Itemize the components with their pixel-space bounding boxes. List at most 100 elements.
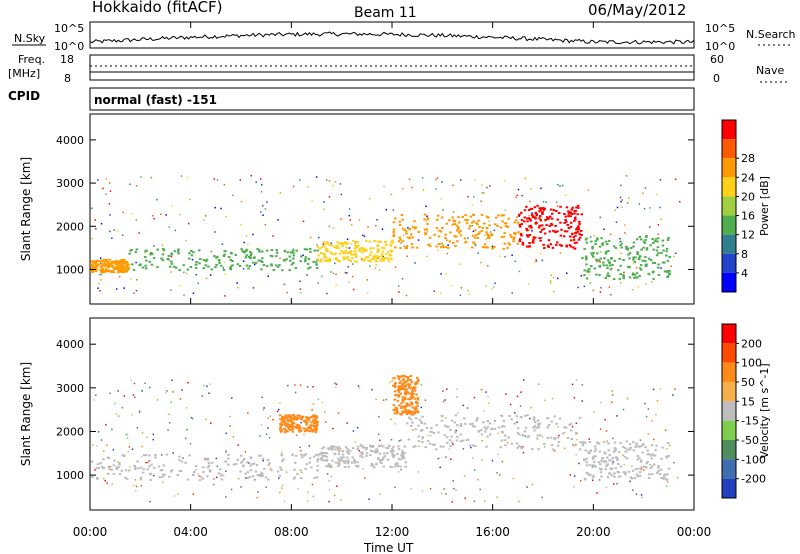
band-cell [118, 261, 121, 264]
speckle-point [580, 275, 583, 277]
speckle-point [352, 430, 355, 432]
speckle-point [255, 181, 257, 183]
band-cell [300, 255, 303, 258]
band-cell [259, 454, 262, 457]
band-cell [350, 461, 354, 464]
speckle-point [138, 411, 141, 414]
speckle-point [378, 269, 381, 271]
band-cell [377, 255, 381, 258]
speckle-point [591, 466, 594, 468]
band-cell [295, 454, 298, 457]
speckle-point [467, 195, 469, 198]
band-cell [249, 469, 253, 472]
band-cell [539, 239, 542, 242]
band-cell [596, 238, 599, 241]
speckle-point [197, 282, 199, 285]
band-cell [567, 215, 570, 217]
speckle-point [366, 292, 369, 294]
band-cell [286, 251, 290, 254]
band-cell [532, 426, 535, 429]
band-cell [665, 247, 669, 250]
speckle-point [222, 267, 225, 269]
band-cell [396, 412, 399, 415]
speckle-point [201, 395, 203, 397]
band-cell [495, 216, 498, 219]
band-cell [563, 213, 566, 215]
band-cell [513, 236, 516, 239]
band-cell [440, 242, 443, 245]
band-cell [577, 225, 580, 228]
band-cell [243, 458, 246, 460]
band-cell [377, 458, 380, 461]
speckle-point [647, 433, 650, 435]
speckle-point [497, 432, 500, 435]
speckle-point [177, 493, 180, 495]
band-cell [400, 455, 404, 458]
band-cell [622, 471, 625, 474]
band-cell [352, 239, 355, 242]
band-cell [95, 260, 98, 263]
band-cell [576, 204, 580, 207]
band-cell [339, 456, 343, 459]
speckle-point [563, 447, 566, 450]
colorbar-segment [722, 139, 736, 159]
band-cell [271, 255, 274, 258]
y-tick-label: 2000 [56, 220, 84, 233]
band-cell [283, 422, 287, 425]
band-cell [624, 473, 627, 476]
speckle-point [657, 233, 659, 236]
band-cell [663, 270, 667, 273]
band-cell [525, 229, 529, 232]
speckle-point [335, 284, 337, 286]
band-cell [210, 268, 214, 271]
band-cell [337, 450, 341, 453]
band-cell [279, 466, 282, 469]
speckle-point [477, 252, 479, 254]
band-cell [631, 273, 635, 276]
band-cell [304, 256, 307, 259]
band-cell [403, 228, 406, 231]
band-cell [170, 260, 173, 263]
speckle-point [491, 459, 494, 462]
band-cell [399, 465, 402, 468]
band-cell [428, 442, 432, 445]
band-cell [238, 265, 242, 267]
band-cell [565, 221, 568, 224]
band-cell [408, 416, 411, 419]
speckle-point [287, 384, 289, 387]
speckle-point [279, 257, 281, 260]
speckle-point [257, 491, 259, 493]
speckle-point [344, 271, 347, 274]
speckle-point [277, 408, 280, 411]
band-cell [517, 231, 520, 234]
band-cell [425, 228, 429, 231]
speckle-point [565, 272, 568, 275]
speckle-point [539, 252, 542, 255]
band-cell [575, 206, 578, 209]
speckle-point [666, 447, 668, 450]
band-cell [628, 257, 631, 260]
speckle-point [106, 482, 108, 485]
band-cell [569, 221, 573, 224]
band-cell [392, 404, 396, 407]
band-cell [270, 469, 273, 472]
speckle-point [225, 451, 227, 453]
speckle-point [112, 448, 115, 451]
speckle-point [229, 425, 232, 427]
speckle-point [172, 391, 174, 393]
speckle-point [643, 207, 646, 210]
band-cell [261, 475, 264, 477]
speckle-point [264, 208, 267, 210]
band-cell [268, 462, 271, 465]
band-cell [466, 219, 469, 222]
band-cell [469, 215, 473, 218]
band-cell [636, 253, 640, 256]
band-cell [257, 259, 260, 262]
speckle-point [483, 192, 485, 194]
band-cell [532, 238, 535, 241]
band-cell [108, 270, 111, 273]
speckle-point [356, 426, 359, 429]
speckle-point [485, 238, 487, 241]
band-cell [588, 441, 592, 443]
band-cell [397, 375, 401, 378]
